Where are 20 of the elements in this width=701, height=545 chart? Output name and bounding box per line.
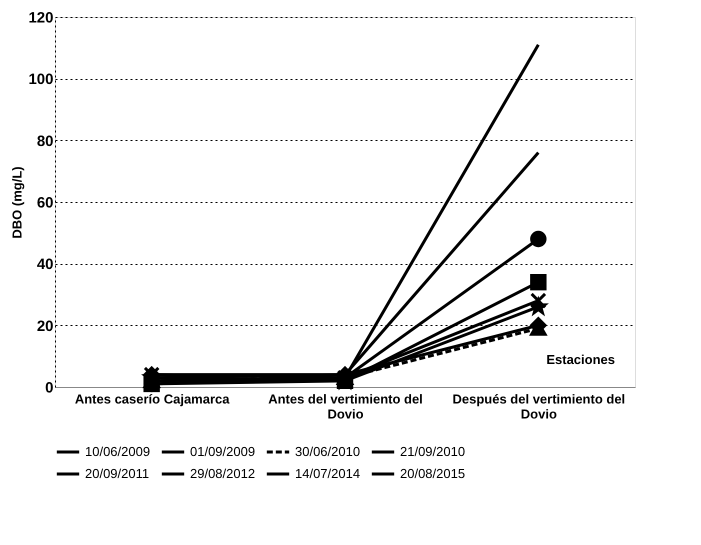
y-tick-label: 20 xyxy=(36,318,54,335)
y-tick-label: 0 xyxy=(45,380,54,396)
y-tick-label: 80 xyxy=(36,132,54,150)
legend-label: 29/08/2012 xyxy=(190,466,256,481)
legend-label: 20/09/2011 xyxy=(85,466,150,481)
y-tick-label: 40 xyxy=(36,256,54,274)
legend-label: 21/09/2010 xyxy=(400,444,466,459)
x-tick-label: Antes caserío Cajamarca xyxy=(74,392,230,406)
legend-label: 01/09/2009 xyxy=(190,444,256,459)
y-tick-label: 100 xyxy=(28,71,54,88)
y-axis-title: DBO (mg/L) xyxy=(9,166,24,239)
x-tick-label: Después del vertimiento del Dovio xyxy=(452,392,626,422)
legend-label: 10/06/2009 xyxy=(85,444,150,459)
legend-label: 30/06/2010 xyxy=(295,444,360,459)
y-tick-label: 120 xyxy=(28,10,54,26)
legend-label: 20/08/2015 xyxy=(400,466,466,481)
x-axis-title: Estaciones xyxy=(546,352,615,367)
y-tick-label: 60 xyxy=(36,194,54,212)
legend-label: 14/07/2014 xyxy=(295,466,360,481)
x-tick-label: Antes del vertimiento del Dovio xyxy=(268,392,423,422)
